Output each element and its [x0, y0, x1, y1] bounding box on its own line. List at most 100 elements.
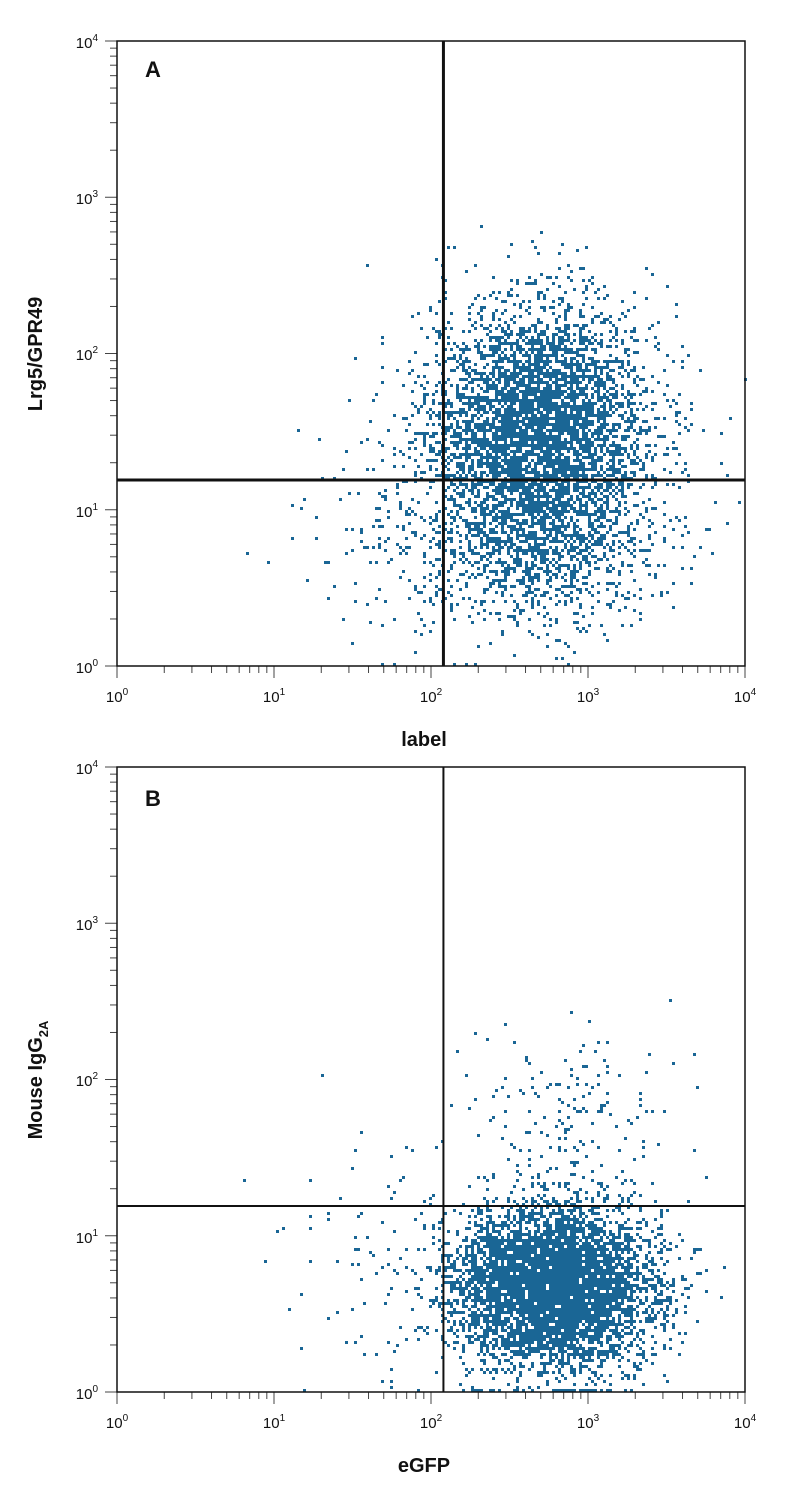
scatter-point	[504, 447, 507, 450]
scatter-point	[600, 399, 603, 402]
scatter-point	[468, 468, 471, 471]
scatter-point	[561, 363, 564, 366]
scatter-point	[450, 426, 453, 429]
scatter-point	[450, 384, 453, 387]
scatter-point	[618, 468, 621, 471]
scatter-point	[618, 426, 621, 429]
scatter-point	[489, 387, 492, 390]
scatter-point	[627, 420, 630, 423]
scatter-point	[429, 435, 432, 438]
scatter-point	[483, 591, 486, 594]
scatter-point	[630, 393, 633, 396]
scatter-point	[633, 351, 636, 354]
scatter-point	[549, 432, 552, 435]
scatter-point	[576, 429, 579, 432]
scatter-point	[513, 462, 516, 465]
scatter-point	[585, 474, 588, 477]
scatter-point	[564, 411, 567, 414]
scatter-point	[501, 594, 504, 597]
scatter-point	[504, 408, 507, 411]
scatter-point	[606, 474, 609, 477]
scatter-point	[564, 642, 567, 645]
scatter-point	[474, 378, 477, 381]
scatter-point	[615, 594, 618, 597]
scatter-point	[459, 492, 462, 495]
scatter-point	[528, 450, 531, 453]
scatter-point	[627, 405, 630, 408]
scatter-point	[492, 450, 495, 453]
scatter-point	[540, 543, 543, 546]
scatter-point	[525, 354, 528, 357]
scatter-point	[633, 474, 636, 477]
scatter-point	[579, 606, 582, 609]
scatter-point	[609, 399, 612, 402]
scatter-point	[498, 552, 501, 555]
scatter-point	[579, 327, 582, 330]
scatter-point	[456, 456, 459, 459]
scatter-point	[462, 330, 465, 333]
scatter-point	[444, 447, 447, 450]
scatter-point	[612, 510, 615, 513]
scatter-point	[519, 450, 522, 453]
scatter-point	[360, 531, 363, 534]
scatter-point	[555, 384, 558, 387]
scatter-point	[714, 501, 717, 504]
scatter-point	[489, 384, 492, 387]
scatter-point	[465, 501, 468, 504]
scatter-point	[600, 366, 603, 369]
scatter-point	[654, 507, 657, 510]
scatter-point	[606, 450, 609, 453]
scatter-point	[480, 399, 483, 402]
scatter-point	[549, 375, 552, 378]
scatter-point	[546, 414, 549, 417]
scatter-point	[555, 345, 558, 348]
scatter-point	[534, 435, 537, 438]
scatter-point	[591, 420, 594, 423]
scatter-point	[495, 408, 498, 411]
scatter-point	[546, 441, 549, 444]
scatter-point	[639, 597, 642, 600]
scatter-point	[483, 408, 486, 411]
scatter-point	[423, 435, 426, 438]
scatter-point	[585, 435, 588, 438]
scatter-point	[477, 294, 480, 297]
scatter-point	[579, 333, 582, 336]
scatter-point	[585, 405, 588, 408]
scatter-point	[642, 420, 645, 423]
scatter-point	[483, 405, 486, 408]
scatter-point	[684, 516, 687, 519]
scatter-point	[585, 345, 588, 348]
scatter-point	[525, 366, 528, 369]
scatter-point	[588, 444, 591, 447]
scatter-point	[480, 543, 483, 546]
scatter-point	[609, 450, 612, 453]
scatter-point	[579, 549, 582, 552]
scatter-point	[474, 339, 477, 342]
scatter-point	[531, 369, 534, 372]
scatter-point	[663, 468, 666, 471]
scatter-point	[579, 426, 582, 429]
scatter-point	[423, 375, 426, 378]
scatter-point	[585, 420, 588, 423]
scatter-point	[498, 435, 501, 438]
scatter-point	[504, 354, 507, 357]
scatter-point	[516, 522, 519, 525]
scatter-point	[576, 468, 579, 471]
scatter-point	[540, 549, 543, 552]
scatter-point	[462, 462, 465, 465]
scatter-point	[504, 381, 507, 384]
scatter-point	[519, 432, 522, 435]
scatter-point	[564, 489, 567, 492]
scatter-point	[552, 381, 555, 384]
scatter-point	[564, 348, 567, 351]
scatter-point	[510, 372, 513, 375]
scatter-point	[411, 369, 414, 372]
scatter-point	[555, 396, 558, 399]
scatter-point	[567, 483, 570, 486]
scatter-point	[561, 384, 564, 387]
scatter-point	[504, 471, 507, 474]
scatter-point	[540, 381, 543, 384]
scatter-point	[549, 429, 552, 432]
scatter-point	[537, 456, 540, 459]
scatter-point	[597, 456, 600, 459]
